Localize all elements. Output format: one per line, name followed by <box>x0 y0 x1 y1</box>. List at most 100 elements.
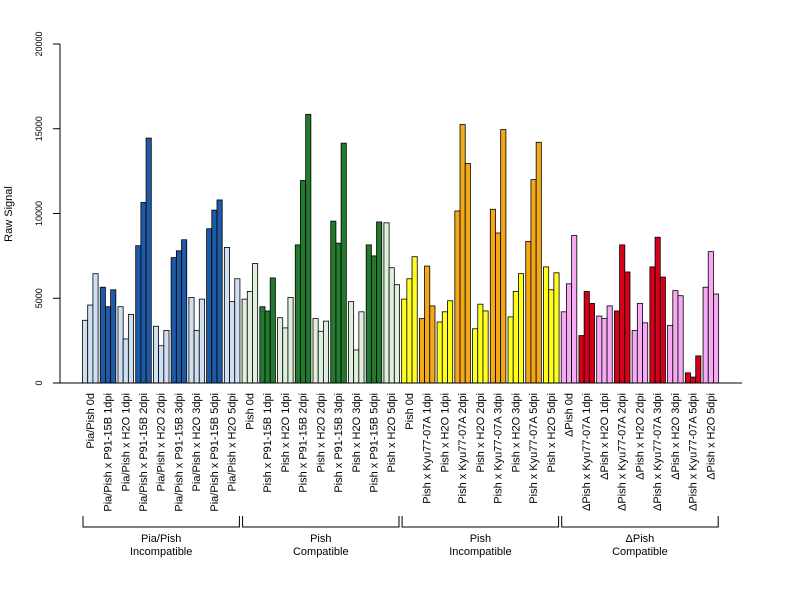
bar <box>127 313 134 384</box>
x-tick-label: Pia/Pish x H2O 1dpi <box>120 393 132 491</box>
bar <box>246 291 253 384</box>
y-axis: 0 5000 10000 15000 20000 <box>34 31 61 386</box>
bar <box>181 239 188 384</box>
bar <box>153 325 160 384</box>
bar <box>624 271 631 384</box>
bar <box>135 245 142 384</box>
bar <box>464 163 471 384</box>
bar <box>401 298 408 384</box>
bar <box>264 310 271 384</box>
x-tick-label: Pish x P91-15B 5dpi <box>368 393 380 493</box>
bar <box>198 298 205 384</box>
bar <box>659 276 666 384</box>
bar <box>601 318 608 384</box>
bar <box>429 305 436 384</box>
x-tick-label: Pia/Pish x H2O 3dpi <box>191 393 203 491</box>
group-bracket <box>561 516 719 528</box>
bar <box>211 209 218 384</box>
group-sublabel: Compatible <box>612 546 668 558</box>
x-tick-label: Pish x H2O 3dpi <box>351 393 363 472</box>
bar <box>411 256 418 384</box>
x-tick-label: Pish 0d <box>244 393 256 430</box>
bar <box>535 141 542 384</box>
x-tick-label: Pish x Kyu77-07A 2dpi <box>457 393 469 504</box>
bar <box>482 310 489 384</box>
x-tick-label: Pish x P91-15B 2dpi <box>298 393 310 493</box>
bar <box>206 228 213 384</box>
bar <box>459 124 466 384</box>
bar <box>495 232 502 384</box>
bar <box>667 324 674 384</box>
bar <box>241 298 248 384</box>
bar <box>690 376 697 384</box>
y-axis-label: Raw Signal <box>3 186 15 242</box>
bar <box>606 305 613 384</box>
x-tick-label: ΔPish x H2O 5dpi <box>705 393 717 480</box>
y-tick-label: 5000 <box>34 288 44 308</box>
bar <box>677 295 684 384</box>
bar <box>229 301 236 384</box>
group-brackets: Pia/PishIncompatiblePishCompatiblePishIn… <box>82 516 719 558</box>
x-tick-label: Pia/Pish x H2O 2dpi <box>156 393 168 491</box>
x-tick-label: Pish 0d <box>404 393 416 430</box>
x-tick-label: Pia/Pish x P91-15B 1dpi <box>103 393 115 512</box>
group-bracket <box>242 516 400 528</box>
bar <box>117 306 124 384</box>
x-tick-label: Pia/Pish x P91-15B 2dpi <box>138 393 150 512</box>
group-sublabel: Compatible <box>293 546 349 558</box>
y-tick-label: 10000 <box>34 201 44 226</box>
bar <box>578 335 585 384</box>
bar <box>358 311 365 384</box>
bar <box>507 316 514 384</box>
bar <box>312 318 319 384</box>
bar <box>259 306 266 384</box>
y-tick-label: 15000 <box>34 116 44 141</box>
bar <box>695 355 702 384</box>
bar <box>596 315 603 384</box>
x-tick-label: Pish x Kyu77-07A 1dpi <box>422 393 434 504</box>
x-tick-label: Pish x H2O 1dpi <box>439 393 451 472</box>
x-tick-label: Pish x Kyu77-07A 3dpi <box>493 393 505 504</box>
bar <box>348 301 355 384</box>
bar <box>370 255 377 384</box>
bar <box>234 278 241 384</box>
x-tick-label: Pish x H2O 3dpi <box>510 393 522 472</box>
bar <box>707 251 714 384</box>
bar <box>548 289 555 384</box>
bar <box>441 311 448 384</box>
bars <box>82 113 720 384</box>
bar <box>105 306 112 384</box>
bar <box>340 142 347 384</box>
bar <box>566 283 573 384</box>
bar <box>99 286 106 384</box>
bar <box>388 267 395 384</box>
group-label: Pish <box>470 533 491 545</box>
bar <box>158 345 165 384</box>
x-tick-label: Pia/Pish x H2O 5dpi <box>227 393 239 491</box>
bar <box>393 284 400 384</box>
bar <box>642 322 649 384</box>
bar <box>636 302 643 384</box>
group-sublabel: Incompatible <box>449 546 511 558</box>
bar <box>530 179 537 384</box>
bar <box>163 330 170 384</box>
x-tick-label: Pish x P91-15B 1dpi <box>262 393 274 493</box>
x-tick-label: Pish x H2O 2dpi <box>475 393 487 472</box>
bar <box>525 241 532 384</box>
bar <box>122 338 129 384</box>
x-tick-label: ΔPish x Kyu77-07A 1dpi <box>581 393 593 511</box>
bar <box>684 372 691 384</box>
bar <box>631 330 638 384</box>
bar <box>518 273 525 384</box>
bar <box>287 296 294 384</box>
bar <box>223 246 230 384</box>
bar <box>188 296 195 384</box>
bar <box>588 302 595 384</box>
bar <box>335 242 342 384</box>
x-tick-label: Pish x H2O 5dpi <box>546 393 558 472</box>
group-label: ΔPish <box>626 533 655 545</box>
bar <box>543 266 550 384</box>
bar <box>583 291 590 384</box>
